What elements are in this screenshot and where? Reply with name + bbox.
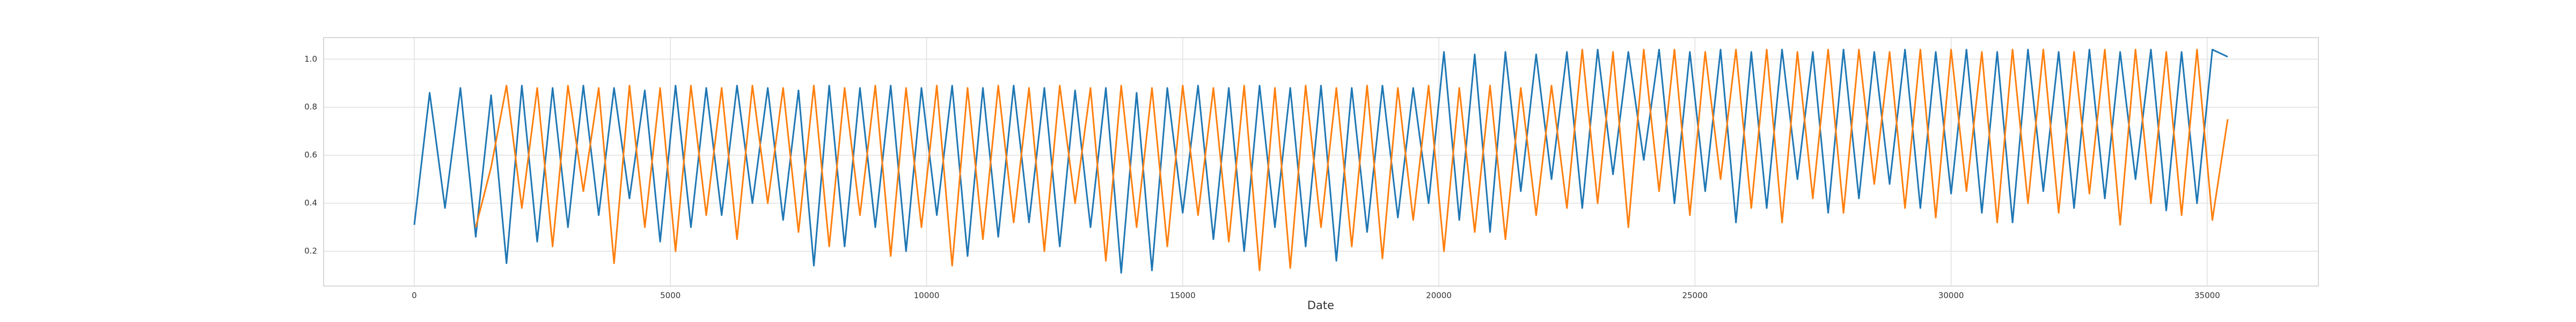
data-line (413, 48, 2228, 274)
y-tick-label: 0.8 (304, 102, 317, 112)
plot-frame (323, 37, 2319, 287)
x-tick-label: 10000 (914, 291, 940, 301)
x-tick-label: 25000 (1682, 291, 1708, 301)
x-tick-label: 20000 (1426, 291, 1452, 301)
y-tick-label: 1.0 (304, 54, 317, 64)
x-tick-label: 0 (412, 291, 417, 301)
y-tick-label: 0.6 (304, 150, 317, 160)
y-tick-label: 0.4 (304, 198, 317, 208)
x-tick-label: 15000 (1170, 291, 1196, 301)
data-line (475, 48, 2229, 272)
x-tick-label: 30000 (1938, 291, 1964, 301)
x-tick-label: 35000 (2194, 291, 2220, 301)
x-axis-label: Date (1307, 299, 1334, 312)
x-tick-label: 5000 (660, 291, 680, 301)
y-tick-label: 0.2 (304, 246, 317, 256)
